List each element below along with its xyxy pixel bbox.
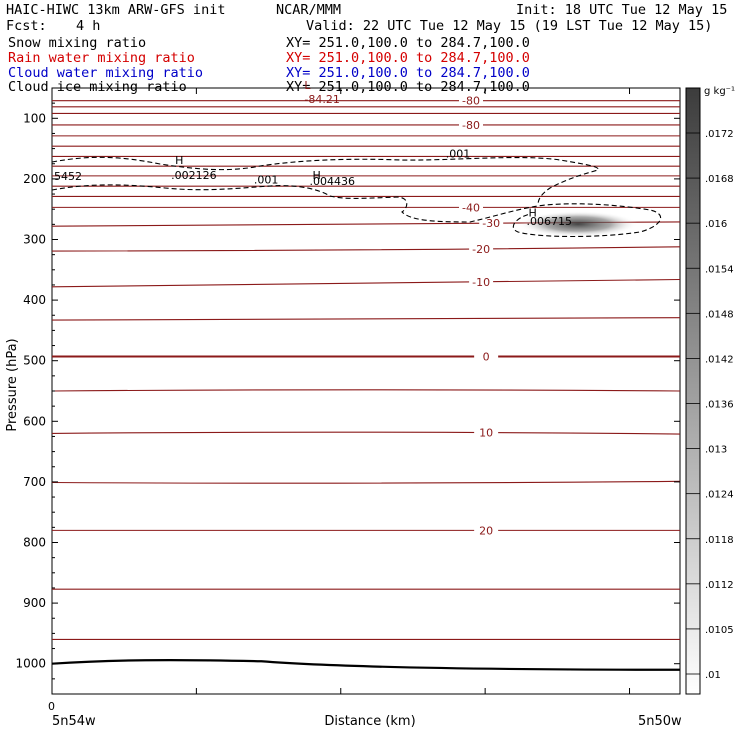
colorbar-label: .0124 — [705, 490, 734, 501]
contour-label-bg — [474, 524, 499, 537]
y-tick-label: 100 — [23, 111, 46, 125]
legend-cloudwater-label: Cloud water mixing ratio — [8, 65, 204, 81]
colorbar-label: .016 — [705, 219, 727, 230]
contour-label: 0 — [483, 350, 490, 363]
y-tick-label: 700 — [23, 475, 46, 489]
forecast-hour: 4 h — [76, 18, 101, 34]
colorbar-frame — [685, 87, 701, 695]
chart-title: HAIC-HIWC 13km ARW-GFS init — [6, 2, 226, 18]
legend-snow-xy: XY= 251.0,100.0 to 284.7,100.0 — [286, 35, 530, 51]
contour-label: -10 — [472, 276, 490, 289]
y-tick-label: 600 — [23, 414, 46, 428]
contour-label: -40 — [462, 201, 480, 214]
temperature-contour — [51, 431, 681, 435]
legend-snow-label: Snow mixing ratio — [8, 35, 147, 51]
chart-annotation: H — [175, 154, 183, 167]
y-tick-label: 400 — [23, 293, 46, 307]
chart-annotation: -84.21 — [304, 93, 339, 106]
colorbar-label: .0168 — [705, 174, 734, 185]
y-tick-label: 1000 — [15, 657, 46, 671]
temperature-contour — [51, 480, 681, 484]
contour-label: -30 — [482, 217, 500, 230]
colorbar-label: .013 — [705, 445, 727, 456]
chart-annotation: .001 — [446, 148, 471, 161]
chart-annotation: 5452 — [54, 170, 82, 183]
contour-label: -20 — [472, 243, 490, 256]
legend-rain-label: Rain water mixing ratio — [8, 50, 195, 66]
x-left-location: 5n54w — [52, 714, 96, 729]
contour-label: -80 — [462, 95, 480, 108]
colorbar-label: .0142 — [705, 354, 734, 365]
contour-label: 20 — [479, 524, 493, 537]
temperature-contour — [51, 317, 681, 321]
contour-label: 10 — [479, 427, 493, 440]
colorbar-label: .0172 — [705, 129, 734, 140]
y-tick-label: 200 — [23, 172, 46, 186]
contour-label-bg — [459, 201, 484, 214]
cloud-ice-maximum-shading — [518, 211, 638, 237]
legend-rain-xy: XY= 251.0,100.0 to 284.7,100.0 — [286, 50, 530, 66]
x-right-location: 5n50w — [638, 714, 682, 729]
snow-contour-lower — [51, 184, 662, 238]
contour-label-bg — [474, 426, 499, 439]
legend-cloudwater-xy: XY= 251.0,100.0 to 284.7,100.0 — [286, 65, 530, 81]
y-tick-label: 500 — [23, 354, 46, 368]
x-tick-zero: 0 — [48, 700, 55, 713]
temperature-contour — [51, 278, 681, 288]
contour-label-bg — [459, 94, 484, 107]
colorbar-label: .0118 — [705, 535, 734, 546]
terrain-line — [51, 659, 681, 671]
contour-label-bg — [469, 242, 494, 255]
colorbar-unit: g kg⁻¹ — [704, 86, 735, 97]
valid-time: Valid: 22 UTC Tue 12 May 15 (19 LST Tue … — [306, 18, 713, 34]
y-tick-label: 300 — [23, 233, 46, 247]
chart-annotation: H — [529, 206, 537, 219]
contour-label-bg — [474, 350, 499, 363]
chart-annotation: .004436 — [309, 175, 355, 188]
colorbar-label: .0154 — [705, 264, 734, 275]
colorbar-label: .0112 — [705, 580, 734, 591]
contour-label-bg — [469, 275, 494, 288]
chart-annotation: .001 — [254, 174, 279, 187]
contour-label-bg — [479, 216, 504, 229]
contour-label: -80 — [462, 119, 480, 132]
source-label: NCAR/MMM — [276, 2, 342, 18]
colorbar-label: .01 — [705, 670, 721, 681]
x-axis-label: Distance (km) — [324, 714, 415, 729]
colorbar-label: .0148 — [705, 309, 734, 320]
chart-annotation: L — [304, 79, 311, 92]
chart-annotation: .006715 — [527, 215, 573, 228]
chart-annotation: H — [312, 169, 320, 182]
plot-frame — [51, 87, 681, 695]
y-tick-label: 800 — [23, 536, 46, 550]
forecast-label: Fcst: — [6, 18, 47, 34]
chart-annotation: .002126 — [171, 169, 217, 182]
temperature-contour — [51, 389, 681, 392]
init-time: Init: 18 UTC Tue 12 May 15 — [516, 2, 728, 18]
contour-label-bg — [459, 118, 484, 131]
legend-cloudice-label: Cloud ice mixing ratio — [8, 79, 187, 95]
y-tick-label: 900 — [23, 596, 46, 610]
y-axis-label: Pressure (hPa) — [5, 338, 20, 431]
temperature-contour — [51, 246, 681, 252]
colorbar-label: .0105 — [705, 625, 734, 636]
colorbar-label: .0136 — [705, 400, 734, 411]
